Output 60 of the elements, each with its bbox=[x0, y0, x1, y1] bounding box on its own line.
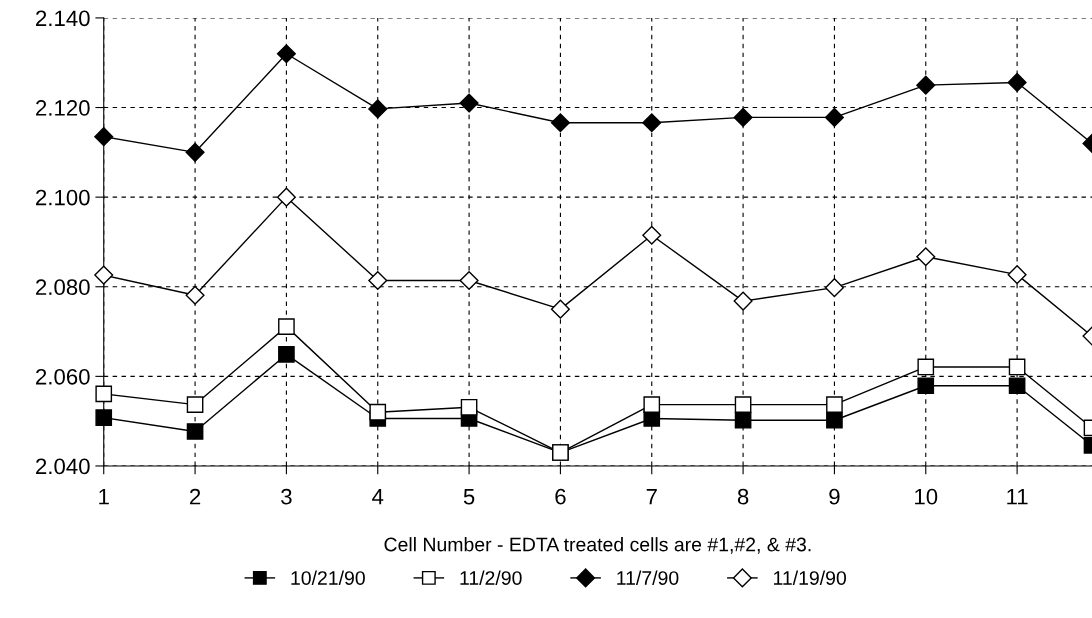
y-tick-label: 2.100 bbox=[36, 189, 90, 206]
point bbox=[278, 318, 295, 335]
point bbox=[460, 398, 478, 416]
x-axis-title: Cell Number - EDTA treated cells are #1,#2, & #3. bbox=[384, 537, 811, 554]
point bbox=[1008, 358, 1026, 376]
x-tick-label: 10 bbox=[915, 488, 938, 505]
y-tick-label: 2.040 bbox=[36, 458, 90, 475]
x-tick-label: 3 bbox=[281, 488, 292, 505]
point bbox=[368, 99, 388, 119]
point bbox=[95, 385, 113, 403]
x-tick-label: 8 bbox=[737, 488, 749, 505]
legend-label: 11/2/90 bbox=[460, 570, 522, 585]
point bbox=[94, 127, 114, 147]
point bbox=[369, 403, 387, 421]
point bbox=[186, 396, 204, 413]
point bbox=[917, 377, 935, 395]
point bbox=[95, 409, 113, 426]
point bbox=[459, 93, 479, 113]
point bbox=[1008, 377, 1026, 395]
point bbox=[368, 270, 388, 291]
point bbox=[1007, 72, 1027, 92]
point bbox=[276, 44, 296, 64]
point bbox=[94, 265, 114, 285]
point bbox=[826, 411, 843, 429]
point bbox=[185, 285, 205, 305]
x-tick-label: 6 bbox=[555, 488, 566, 505]
point bbox=[733, 291, 753, 311]
point bbox=[276, 187, 296, 207]
x-tick-label: 11 bbox=[1007, 489, 1028, 505]
point bbox=[642, 225, 662, 245]
x-tick-label: 7 bbox=[646, 489, 657, 505]
point bbox=[1007, 265, 1027, 285]
point bbox=[734, 411, 752, 429]
x-tick-label: 2 bbox=[190, 488, 201, 505]
x-tick-label: 1 bbox=[99, 489, 109, 505]
x-tick-label: 9 bbox=[829, 488, 840, 505]
point bbox=[550, 299, 570, 319]
point bbox=[550, 113, 570, 133]
point bbox=[824, 107, 844, 127]
y-tick-label: 2.080 bbox=[36, 279, 90, 296]
y-tick-label: 2.060 bbox=[36, 368, 90, 385]
legend-label: 11/19/90 bbox=[774, 570, 847, 585]
legend-label: 10/21/90 bbox=[291, 570, 365, 585]
point bbox=[643, 396, 661, 413]
x-tick-label: 4 bbox=[372, 489, 384, 505]
point bbox=[916, 75, 936, 95]
point bbox=[459, 270, 479, 291]
point bbox=[186, 423, 204, 440]
point bbox=[824, 278, 844, 298]
point bbox=[733, 107, 753, 127]
y-tick-label: 2.140 bbox=[36, 10, 90, 27]
point bbox=[185, 142, 205, 162]
legend-label: 11/7/90 bbox=[617, 570, 679, 585]
point bbox=[916, 247, 936, 267]
point bbox=[734, 396, 752, 413]
point bbox=[278, 346, 295, 363]
y-tick-label: 2.120 bbox=[36, 100, 90, 116]
point bbox=[917, 358, 935, 376]
point bbox=[642, 113, 662, 133]
x-tick-label: 5 bbox=[463, 489, 475, 505]
